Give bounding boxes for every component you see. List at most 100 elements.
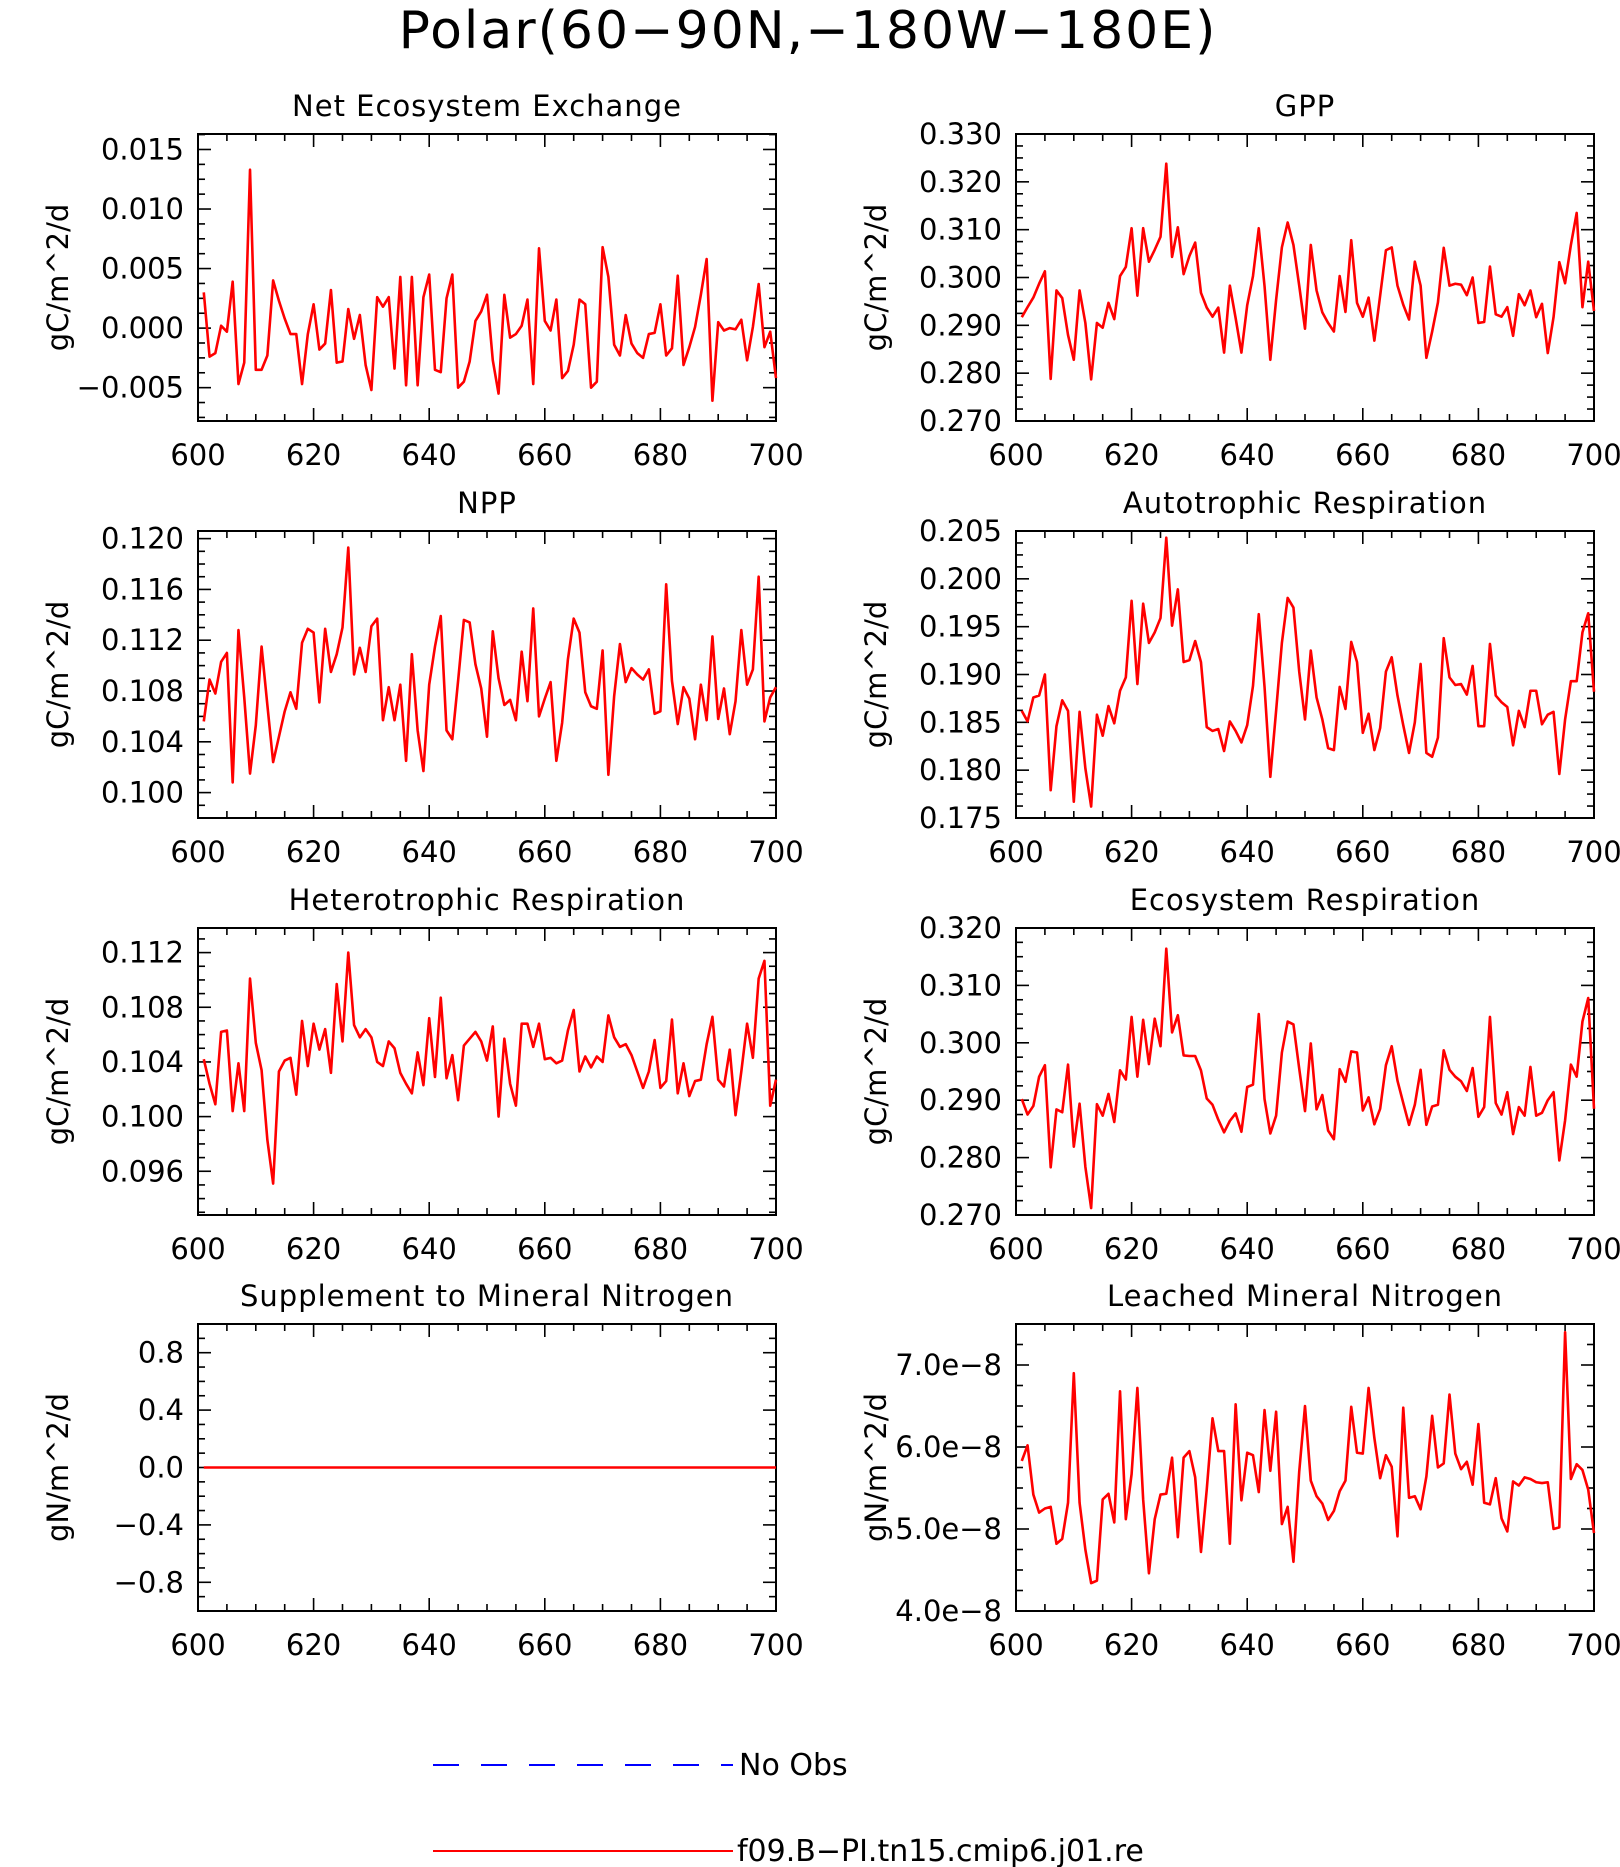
leached-mineral-nitrogen-series-line bbox=[1020, 1330, 1596, 1585]
net-ecosystem-exchange-ytick-label: 0.010 bbox=[101, 192, 184, 226]
supplement-to-mineral-nitrogen-ytick-label: 0.8 bbox=[138, 1336, 184, 1370]
npp-ytick-label: 0.104 bbox=[101, 725, 184, 759]
heterotrophic-respiration-xtick-label: 680 bbox=[633, 1232, 688, 1266]
supplement-to-mineral-nitrogen-xtick-label: 680 bbox=[633, 1628, 688, 1662]
autotrophic-respiration-ytick-label: 0.190 bbox=[919, 658, 1002, 692]
autotrophic-respiration-ytick-label: 0.195 bbox=[919, 610, 1002, 644]
gpp-ytick-label: 0.280 bbox=[919, 356, 1002, 390]
ecosystem-respiration-xtick-label: 640 bbox=[1220, 1232, 1275, 1266]
supplement-to-mineral-nitrogen-ytick-label: 0.0 bbox=[138, 1451, 184, 1485]
net-ecosystem-exchange-frame bbox=[197, 133, 777, 422]
npp-ylabel: gC/m^2/d bbox=[41, 601, 75, 749]
net-ecosystem-exchange-title: Net Ecosystem Exchange bbox=[292, 89, 682, 123]
npp-ytick-label: 0.116 bbox=[101, 572, 184, 606]
gpp-ylabel: gC/m^2/d bbox=[859, 204, 893, 352]
panel-net-ecosystem-exchange: Net Ecosystem Exchange gC/m^2/d 600 620 640 6… bbox=[41, 89, 804, 472]
panel-ecosystem-respiration: Ecosystem Respiration gC/m^2/d 600 620 640 66… bbox=[859, 883, 1620, 1266]
supplement-to-mineral-nitrogen-ytick-label: −0.8 bbox=[114, 1565, 184, 1599]
autotrophic-respiration-title: Autotrophic Respiration bbox=[1123, 486, 1487, 520]
supplement-to-mineral-nitrogen-xtick-label: 700 bbox=[748, 1628, 803, 1662]
net-ecosystem-exchange-xtick-label: 640 bbox=[402, 438, 457, 472]
panel-autotrophic-respiration: Autotrophic Respiration gC/m^2/d 600 620 640… bbox=[859, 486, 1620, 869]
leached-mineral-nitrogen-title: Leached Mineral Nitrogen bbox=[1107, 1279, 1503, 1313]
gpp-frame bbox=[1015, 133, 1595, 422]
ecosystem-respiration-ytick-label: 0.290 bbox=[919, 1083, 1002, 1117]
gpp-title: GPP bbox=[1275, 89, 1335, 123]
heterotrophic-respiration-ylabel: gC/m^2/d bbox=[41, 998, 75, 1146]
figure-title: Polar(60−90N,−180W−180E) bbox=[399, 1, 1218, 61]
gpp-ytick-label: 0.330 bbox=[919, 117, 1002, 151]
ecosystem-respiration-xtick-label: 660 bbox=[1335, 1232, 1390, 1266]
autotrophic-respiration-xtick-label: 640 bbox=[1220, 835, 1275, 869]
gpp-ytick-label: 0.290 bbox=[919, 308, 1002, 342]
net-ecosystem-exchange-xtick-label: 680 bbox=[633, 438, 688, 472]
npp-xtick-label: 640 bbox=[402, 835, 457, 869]
gpp-xtick-label: 660 bbox=[1335, 438, 1390, 472]
ecosystem-respiration-frame bbox=[1015, 927, 1595, 1216]
heterotrophic-respiration-ytick-label: 0.104 bbox=[101, 1045, 184, 1079]
autotrophic-respiration-ytick-label: 0.205 bbox=[919, 514, 1002, 548]
leached-mineral-nitrogen-ylabel: gN/m^2/d bbox=[859, 1393, 893, 1542]
gpp-series-line bbox=[1020, 162, 1596, 381]
autotrophic-respiration-xtick-label: 620 bbox=[1104, 835, 1159, 869]
npp-xtick-label: 600 bbox=[170, 835, 225, 869]
net-ecosystem-exchange-xtick-label: 660 bbox=[517, 438, 572, 472]
legend: No Obs f09.B−PI.tn15.cmip6.j01.re bbox=[433, 1748, 1144, 1867]
npp-ytick-label: 0.112 bbox=[101, 623, 184, 657]
legend-model-run-label: f09.B−PI.tn15.cmip6.j01.re bbox=[737, 1834, 1144, 1867]
leached-mineral-nitrogen-xtick-label: 600 bbox=[988, 1628, 1043, 1662]
npp-series-line bbox=[202, 546, 778, 784]
net-ecosystem-exchange-xtick-label: 700 bbox=[748, 438, 803, 472]
autotrophic-respiration-frame bbox=[1015, 530, 1595, 819]
supplement-to-mineral-nitrogen-xtick-label: 620 bbox=[286, 1628, 341, 1662]
gpp-ytick-label: 0.300 bbox=[919, 261, 1002, 295]
heterotrophic-respiration-xtick-label: 700 bbox=[748, 1232, 803, 1266]
autotrophic-respiration-ytick-label: 0.180 bbox=[919, 753, 1002, 787]
panel-supplement-to-mineral-nitrogen: Supplement to Mineral Nitrogen gN/m^2/d 60… bbox=[41, 1279, 804, 1662]
npp-ytick-label: 0.108 bbox=[101, 674, 184, 708]
leached-mineral-nitrogen-ytick-label: 4.0e−8 bbox=[895, 1594, 1002, 1628]
npp-xtick-label: 660 bbox=[517, 835, 572, 869]
supplement-to-mineral-nitrogen-ytick-label: 0.4 bbox=[138, 1393, 184, 1427]
net-ecosystem-exchange-ytick-label: 0.005 bbox=[101, 252, 184, 286]
panel-heterotrophic-respiration: Heterotrophic Respiration gC/m^2/d 600 620 6… bbox=[41, 883, 804, 1266]
gpp-xtick-label: 600 bbox=[988, 438, 1043, 472]
gpp-ytick-label: 0.270 bbox=[919, 404, 1002, 438]
leached-mineral-nitrogen-ytick-label: 6.0e−8 bbox=[895, 1430, 1002, 1464]
heterotrophic-respiration-ytick-label: 0.096 bbox=[101, 1154, 184, 1188]
leached-mineral-nitrogen-xtick-label: 660 bbox=[1335, 1628, 1390, 1662]
net-ecosystem-exchange-ytick-label: 0.015 bbox=[101, 132, 184, 166]
leached-mineral-nitrogen-xtick-label: 640 bbox=[1220, 1628, 1275, 1662]
heterotrophic-respiration-frame bbox=[197, 927, 777, 1216]
heterotrophic-respiration-xtick-label: 600 bbox=[170, 1232, 225, 1266]
ecosystem-respiration-xtick-label: 680 bbox=[1451, 1232, 1506, 1266]
heterotrophic-respiration-xtick-label: 660 bbox=[517, 1232, 572, 1266]
ecosystem-respiration-ytick-label: 0.320 bbox=[919, 911, 1002, 945]
autotrophic-respiration-xtick-label: 600 bbox=[988, 835, 1043, 869]
net-ecosystem-exchange-ytick-label: −0.005 bbox=[77, 371, 184, 405]
heterotrophic-respiration-xtick-label: 620 bbox=[286, 1232, 341, 1266]
npp-xtick-label: 620 bbox=[286, 835, 341, 869]
leached-mineral-nitrogen-ytick-label: 5.0e−8 bbox=[895, 1512, 1002, 1546]
panel-gpp: GPP gC/m^2/d 600 620 640 660 680 700 0.270 0.280 0… bbox=[859, 89, 1620, 472]
heterotrophic-respiration-title: Heterotrophic Respiration bbox=[289, 883, 686, 917]
ecosystem-respiration-ytick-label: 0.300 bbox=[919, 1026, 1002, 1060]
npp-ytick-label: 0.100 bbox=[101, 776, 184, 810]
supplement-to-mineral-nitrogen-ylabel: gN/m^2/d bbox=[41, 1393, 75, 1542]
npp-ytick-label: 0.120 bbox=[101, 522, 184, 556]
npp-frame bbox=[197, 530, 777, 819]
supplement-to-mineral-nitrogen-xtick-label: 660 bbox=[517, 1628, 572, 1662]
ecosystem-respiration-xtick-label: 620 bbox=[1104, 1232, 1159, 1266]
net-ecosystem-exchange-xtick-label: 600 bbox=[170, 438, 225, 472]
autotrophic-respiration-xtick-label: 700 bbox=[1566, 835, 1620, 869]
heterotrophic-respiration-ytick-label: 0.112 bbox=[101, 936, 184, 970]
heterotrophic-respiration-ytick-label: 0.100 bbox=[101, 1100, 184, 1134]
gpp-xtick-label: 640 bbox=[1220, 438, 1275, 472]
leached-mineral-nitrogen-xtick-label: 620 bbox=[1104, 1628, 1159, 1662]
gpp-xtick-label: 680 bbox=[1451, 438, 1506, 472]
panel-npp: NPP gC/m^2/d 600 620 640 660 680 700 0.100 0.104 0… bbox=[41, 486, 804, 869]
heterotrophic-respiration-series-line bbox=[202, 951, 778, 1185]
autotrophic-respiration-ytick-label: 0.185 bbox=[919, 705, 1002, 739]
ecosystem-respiration-ytick-label: 0.270 bbox=[919, 1198, 1002, 1232]
npp-xtick-label: 680 bbox=[633, 835, 688, 869]
